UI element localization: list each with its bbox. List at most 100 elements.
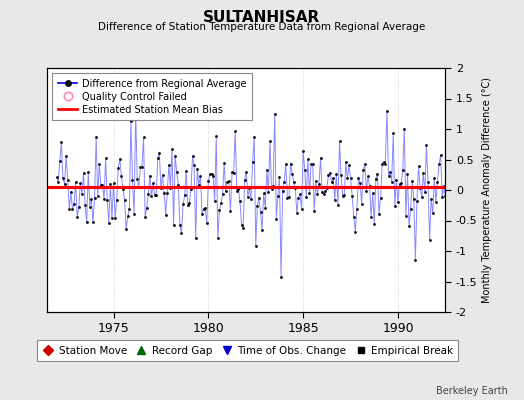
Point [62,153,70,159]
Point [348,193,356,199]
Point [408,178,417,184]
Point [275,174,283,180]
Point [172,169,181,175]
Point [346,174,355,181]
Point [447,222,456,228]
Point [312,178,320,184]
Point [117,173,126,179]
Point [342,159,350,166]
Point [68,206,77,212]
Point [354,175,363,181]
Point [250,133,258,140]
Point [242,168,250,175]
Point [60,181,69,187]
Point [252,243,260,250]
Point [410,196,418,202]
Point [220,160,228,166]
Point [288,170,296,177]
Point [190,162,198,168]
Point [285,194,293,201]
Point [70,200,78,207]
Point [444,162,453,169]
Point [280,179,288,185]
Point [289,179,298,185]
Point [294,194,303,201]
Point [266,138,274,145]
Point [425,236,434,243]
Point [152,192,160,198]
Point [85,204,94,210]
Point [316,154,325,161]
Point [253,202,261,209]
Point [389,130,397,136]
Point [301,167,309,173]
Point [269,182,277,189]
Point [188,153,196,159]
Point [82,219,91,225]
Point [180,192,189,198]
Point [281,161,290,167]
Point [206,171,214,178]
Point [351,228,359,235]
Point [236,198,244,204]
Text: Difference of Station Temperature Data from Regional Average: Difference of Station Temperature Data f… [99,22,425,32]
Point [248,159,257,166]
Point [299,147,308,154]
Point [421,189,429,195]
Point [122,226,130,232]
Point [56,158,64,164]
Point [219,191,227,198]
Point [298,205,306,212]
Point [387,178,396,185]
Point [125,206,134,212]
Point [95,161,104,168]
Point [436,152,445,158]
Point [407,206,415,212]
Point [291,185,299,191]
Point [203,220,211,226]
Point [150,192,159,198]
Point [113,196,121,203]
Point [414,163,423,169]
Point [135,184,143,190]
Point [174,182,182,188]
Point [147,193,156,200]
Point [166,184,174,191]
Point [368,190,377,196]
Point [100,196,108,202]
Point [278,188,287,194]
Point [225,178,233,184]
Point [165,161,173,168]
Point [234,186,243,192]
Point [411,257,420,263]
Point [383,108,391,114]
Point [328,178,336,185]
Point [99,182,107,188]
Point [244,194,252,200]
Point [128,177,137,184]
Point [315,181,323,187]
Point [223,179,232,185]
Point [161,212,170,218]
Point [78,190,86,197]
Point [103,197,112,204]
Point [177,230,185,236]
Point [233,188,241,194]
Point [430,175,439,181]
Point [367,214,375,220]
Point [302,194,311,200]
Point [373,171,381,177]
Point [102,155,110,162]
Point [191,235,200,242]
Point [335,138,344,145]
Point [217,200,225,206]
Point [239,225,247,231]
Point [399,167,407,173]
Point [432,199,440,206]
Point [274,192,282,199]
Point [110,180,118,186]
Point [89,219,97,226]
Point [237,222,246,228]
Point [305,190,314,196]
Point [256,209,265,215]
